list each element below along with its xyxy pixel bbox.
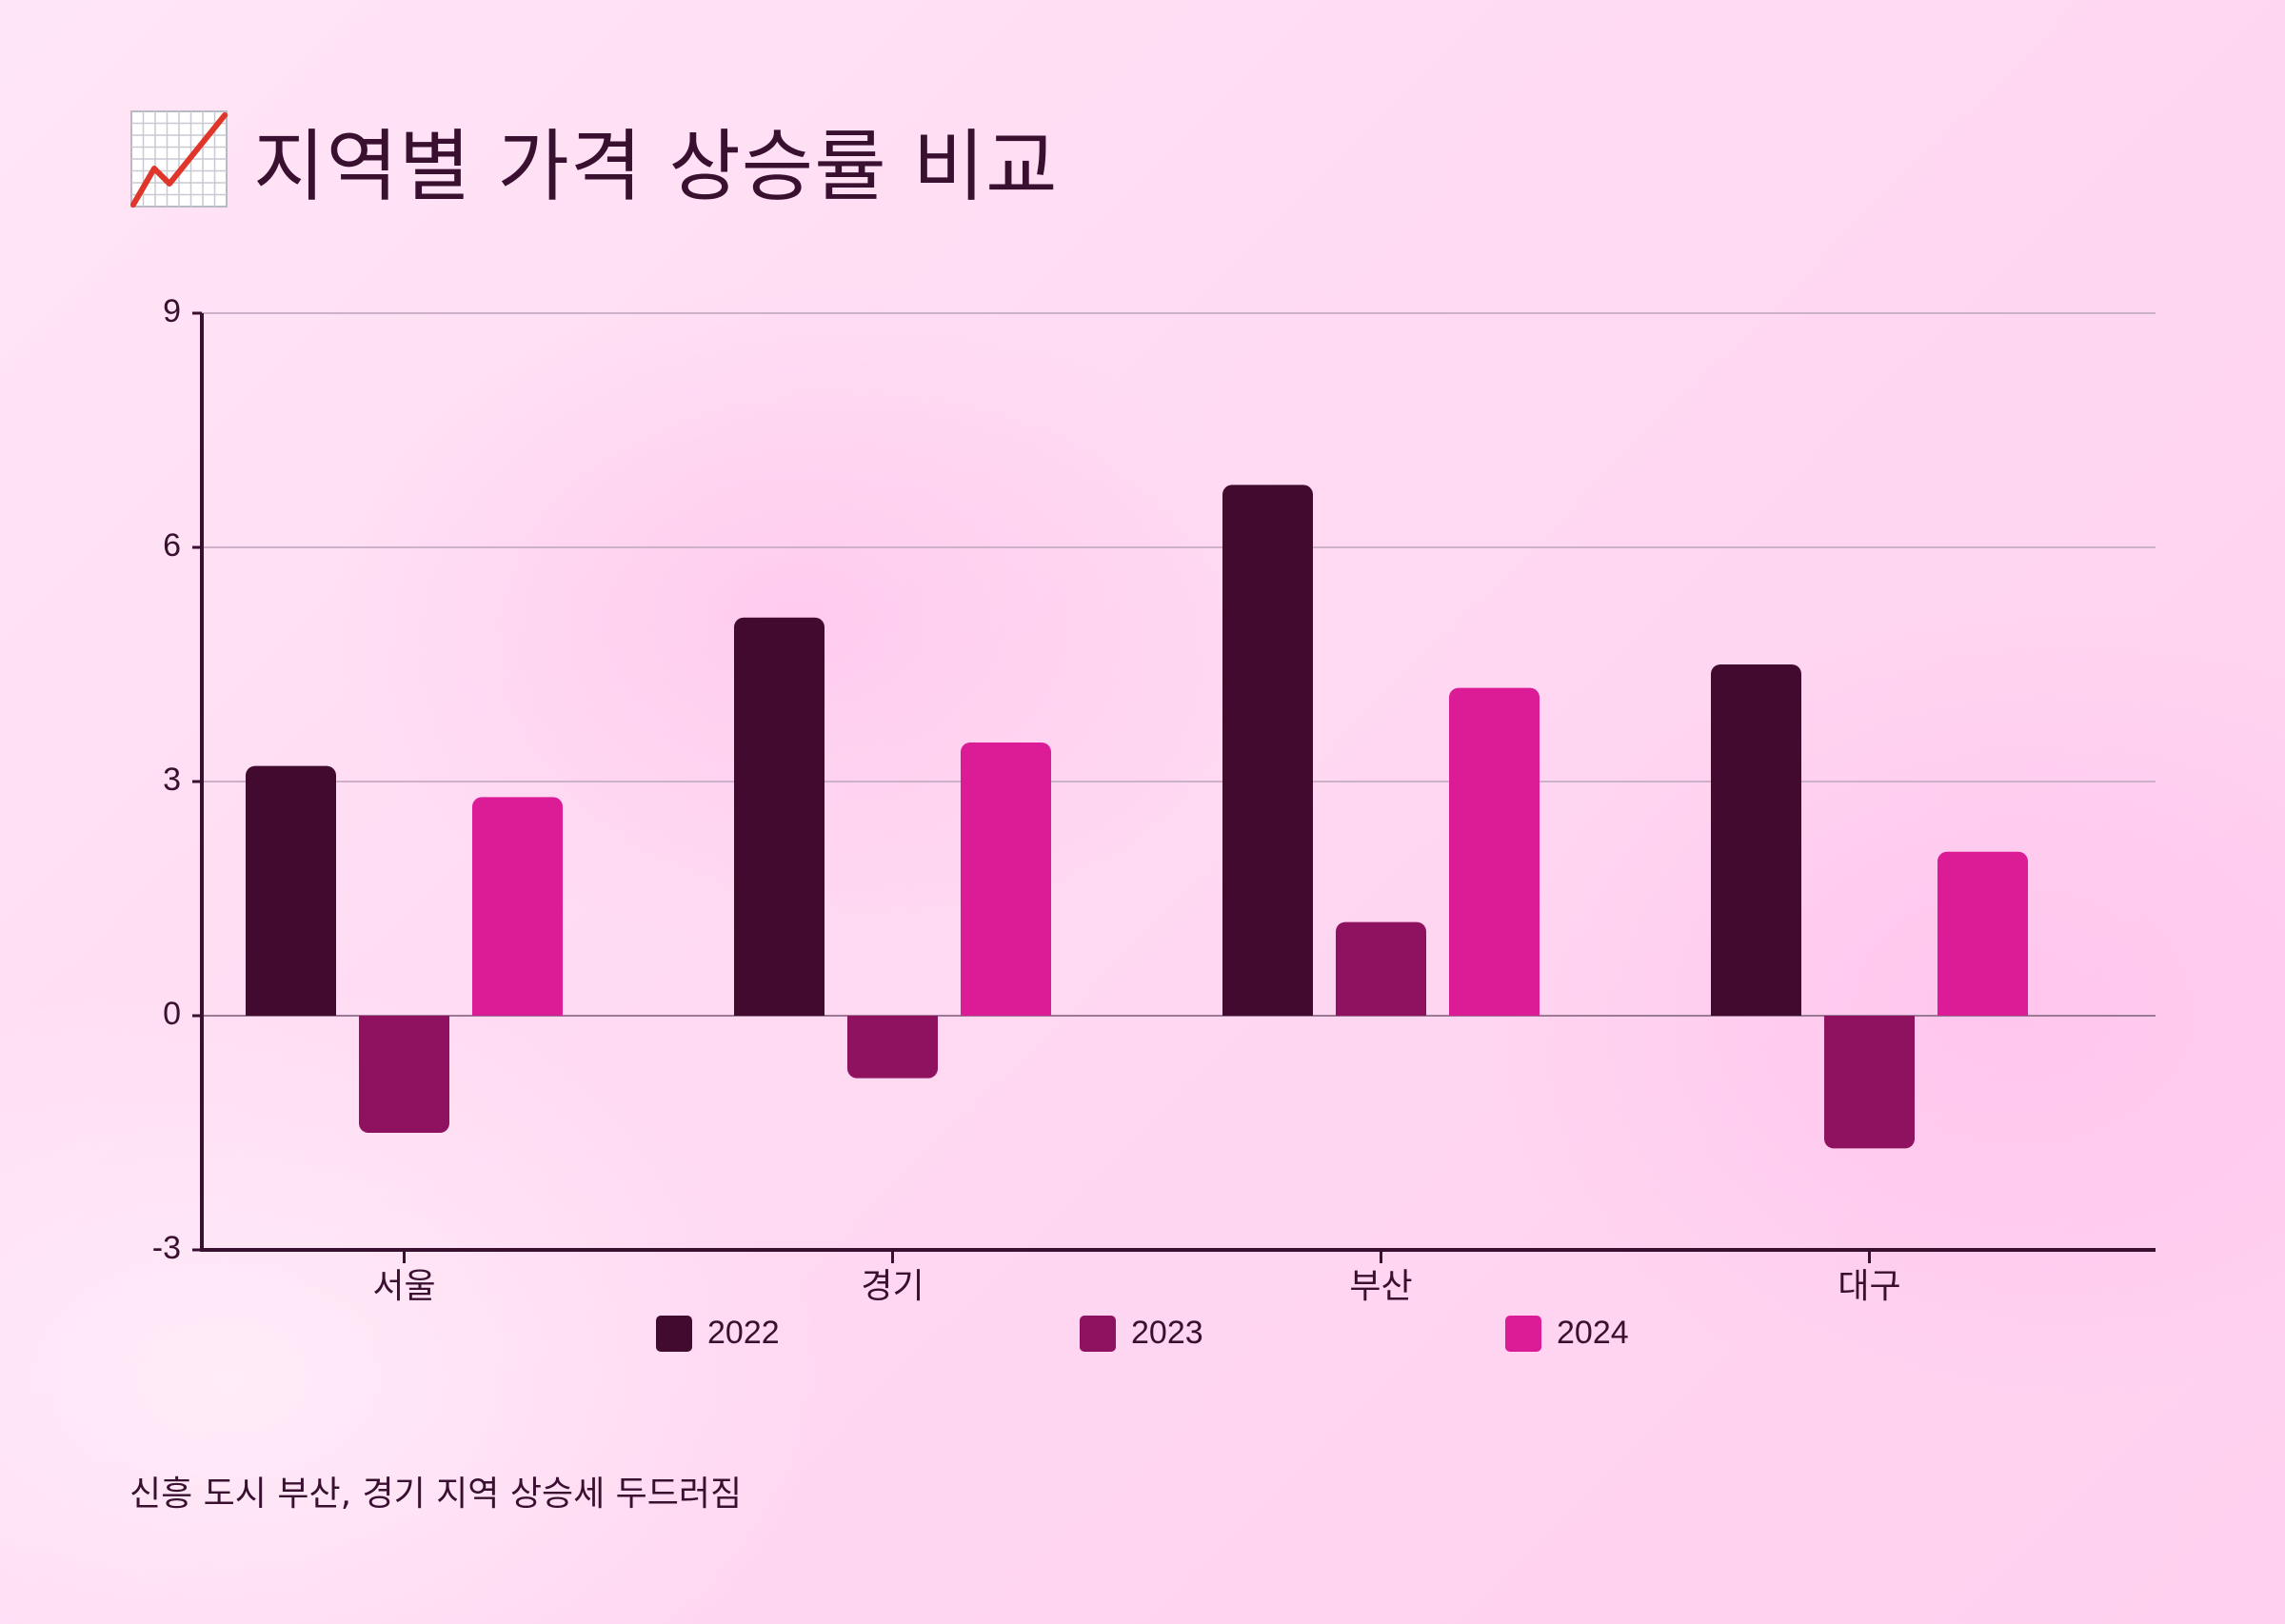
y-tick-label: 3 [163,762,181,798]
bar-2022-2 [734,617,825,1016]
bar-base-2022-2 [734,1006,825,1016]
bar-base-2023-2 [847,1016,938,1025]
bar-2023-3 [1336,921,1426,1016]
y-tick-label: -3 [152,1230,181,1266]
chart-increasing-icon [130,110,228,208]
bar-base-2023-4 [1824,1016,1915,1025]
bar-base-2023-3 [1336,1006,1426,1016]
bar-2023-2 [847,1016,938,1079]
bar-2022-3 [1222,485,1313,1016]
bar-2022-4 [1711,664,1801,1016]
y-tick-label: 9 [163,293,181,329]
bar-base-2022-4 [1711,1006,1801,1016]
bar-2024-2 [961,743,1051,1016]
bar-base-2023-1 [359,1016,449,1025]
bar-2022-1 [246,765,336,1016]
bar-2024-3 [1449,687,1540,1016]
bar-base-2024-3 [1449,1006,1540,1016]
chart-note: 신흥 도시 부산, 경기 지역 상승세 두드러짐 [129,1475,743,1514]
bar-2024-1 [472,797,563,1016]
bar-base-2022-1 [246,1006,336,1016]
y-tick-label: 6 [163,527,181,564]
legend-swatch-2023 [1080,1316,1116,1352]
legend-label-2024: 2024 [1557,1315,1629,1351]
bar-2023-4 [1824,1016,1915,1149]
x-category-label: 부산 [1349,1267,1412,1306]
legend-swatch-2024 [1505,1316,1541,1352]
bar-base-2024-1 [472,1006,563,1016]
legend-label-2022: 2022 [707,1315,780,1351]
chart-title-block: 지역별 가격 상승률 비교 [129,103,1059,215]
bar-base-2024-2 [961,1006,1051,1016]
bar-base-2022-3 [1222,1006,1313,1016]
x-category-label: 경기 [861,1267,924,1306]
legend-label-2023: 2023 [1131,1315,1203,1351]
bar-base-2024-4 [1937,1006,2028,1016]
x-category-label: 대구 [1838,1267,1900,1306]
bar-2024-4 [1937,851,2028,1016]
bar-2023-1 [359,1016,449,1133]
chart-title: 지역별 가격 상승률 비교 [253,121,1059,212]
legend-swatch-2022 [656,1316,692,1352]
y-tick-label: 0 [163,996,181,1032]
x-category-label: 서울 [372,1267,435,1306]
